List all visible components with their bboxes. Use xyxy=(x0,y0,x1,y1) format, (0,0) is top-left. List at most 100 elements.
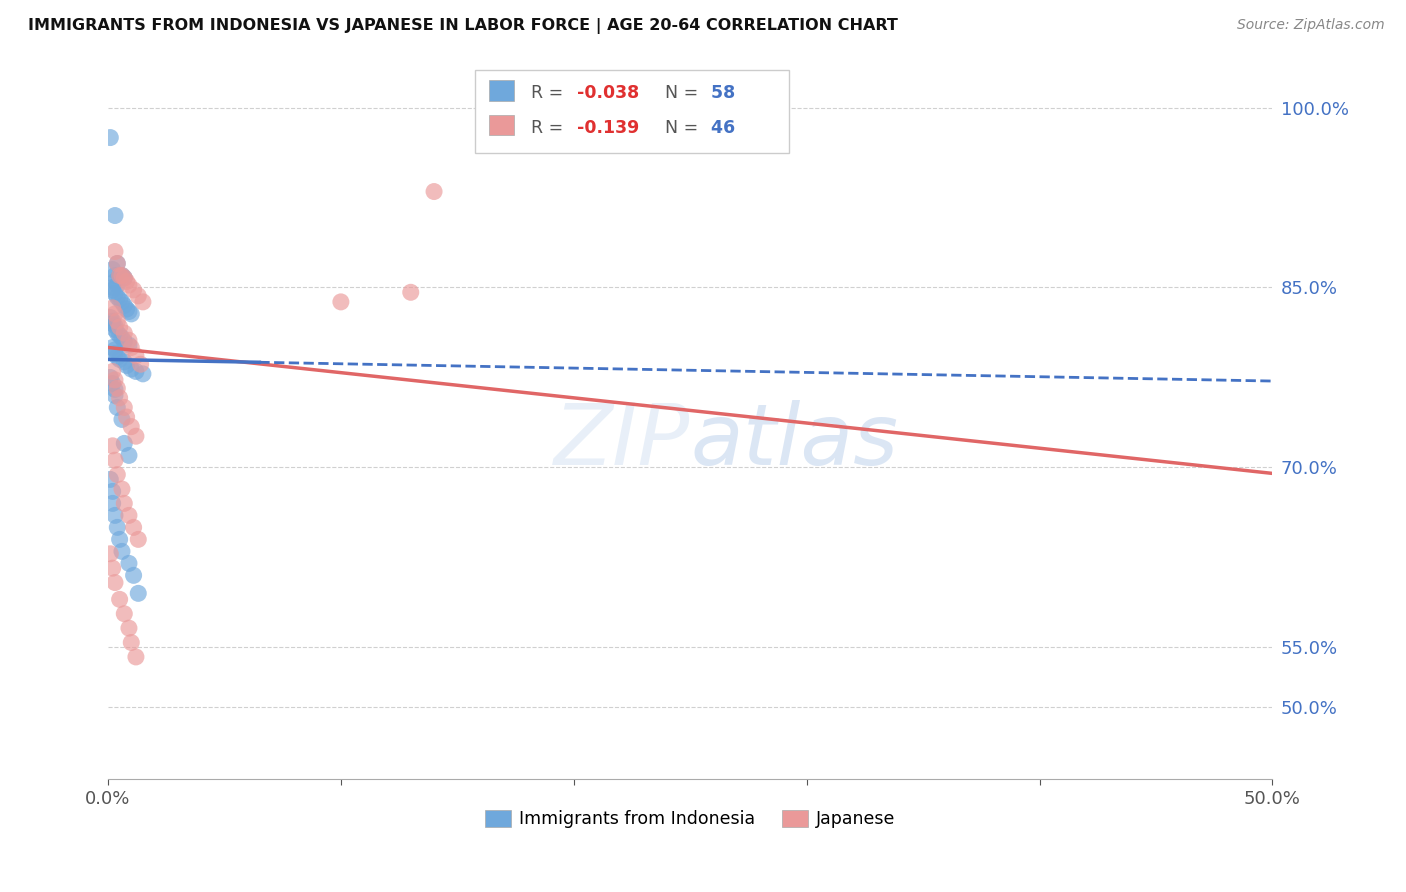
Point xyxy=(104,244,127,259)
Point xyxy=(98,472,121,486)
Point xyxy=(101,341,124,355)
Point xyxy=(108,592,131,607)
Text: ZIP: ZIP xyxy=(554,400,690,483)
Point xyxy=(101,376,124,391)
Point xyxy=(127,586,149,600)
Point xyxy=(104,346,127,360)
Point xyxy=(399,285,422,300)
Point xyxy=(112,355,135,369)
Point xyxy=(105,350,128,364)
FancyBboxPatch shape xyxy=(475,70,789,153)
Text: 58: 58 xyxy=(706,85,735,103)
Point xyxy=(104,307,127,321)
Point xyxy=(108,320,131,334)
Point xyxy=(108,533,131,547)
Point xyxy=(329,294,352,309)
Point xyxy=(112,436,135,450)
Point xyxy=(108,391,131,405)
Point xyxy=(101,364,124,378)
Point xyxy=(112,401,135,415)
Legend: Immigrants from Indonesia, Japanese: Immigrants from Indonesia, Japanese xyxy=(478,803,903,835)
Text: N =: N = xyxy=(665,85,703,103)
Point xyxy=(104,286,127,301)
Point xyxy=(125,364,148,378)
Point xyxy=(127,533,149,547)
Point xyxy=(111,268,134,283)
Point xyxy=(105,290,128,304)
Point xyxy=(115,275,138,289)
Point xyxy=(101,301,124,315)
Point xyxy=(118,338,141,352)
Point xyxy=(132,367,155,381)
Point xyxy=(105,381,128,395)
Point xyxy=(111,544,134,558)
Point xyxy=(108,352,131,367)
Point xyxy=(115,359,138,373)
Point xyxy=(101,280,124,294)
Point xyxy=(120,362,142,376)
Point xyxy=(129,357,152,371)
Point xyxy=(423,185,446,199)
Point xyxy=(104,209,127,223)
Point xyxy=(127,289,149,303)
Point xyxy=(118,508,141,523)
Point xyxy=(118,449,141,463)
Point xyxy=(111,294,134,309)
Point xyxy=(122,568,145,582)
Point xyxy=(105,256,128,270)
Point xyxy=(104,322,127,336)
Point xyxy=(98,547,121,561)
Point xyxy=(120,307,142,321)
Point xyxy=(101,317,124,331)
Point xyxy=(112,496,135,510)
Point xyxy=(122,520,145,534)
Point xyxy=(98,310,121,325)
Point xyxy=(118,557,141,571)
Point xyxy=(125,649,148,664)
Point xyxy=(118,278,141,293)
Point xyxy=(111,331,134,345)
Point xyxy=(104,373,127,387)
Text: -0.038: -0.038 xyxy=(571,85,640,103)
Point xyxy=(105,467,128,482)
Point xyxy=(111,412,134,426)
Point xyxy=(104,508,127,523)
Point xyxy=(105,520,128,534)
Point xyxy=(104,575,127,590)
FancyBboxPatch shape xyxy=(489,80,515,101)
Text: IMMIGRANTS FROM INDONESIA VS JAPANESE IN LABOR FORCE | AGE 20-64 CORRELATION CHA: IMMIGRANTS FROM INDONESIA VS JAPANESE IN… xyxy=(28,18,898,34)
Point xyxy=(115,410,138,425)
Point xyxy=(101,439,124,453)
Point xyxy=(112,326,135,340)
Point xyxy=(101,283,124,297)
Point xyxy=(112,334,135,349)
Point xyxy=(125,349,148,363)
Point xyxy=(122,283,145,297)
Point xyxy=(111,482,134,496)
Text: 46: 46 xyxy=(706,119,735,137)
Point xyxy=(104,268,127,283)
Point xyxy=(104,343,127,357)
Point xyxy=(108,268,131,283)
FancyBboxPatch shape xyxy=(489,114,515,136)
Point xyxy=(115,302,138,317)
Point xyxy=(108,293,131,307)
Text: R =: R = xyxy=(530,119,568,137)
Point xyxy=(104,383,127,397)
Point xyxy=(120,635,142,649)
Point xyxy=(105,326,128,340)
Point xyxy=(98,370,121,384)
Point xyxy=(105,401,128,415)
Point xyxy=(125,429,148,443)
Point xyxy=(105,314,128,328)
Point xyxy=(112,298,135,312)
Point xyxy=(101,484,124,499)
Point xyxy=(120,341,142,355)
Point xyxy=(104,318,127,333)
Point xyxy=(108,268,131,283)
Point xyxy=(118,621,141,635)
Point xyxy=(120,419,142,434)
Text: -0.139: -0.139 xyxy=(571,119,640,137)
Point xyxy=(118,304,141,318)
Point xyxy=(118,333,141,347)
